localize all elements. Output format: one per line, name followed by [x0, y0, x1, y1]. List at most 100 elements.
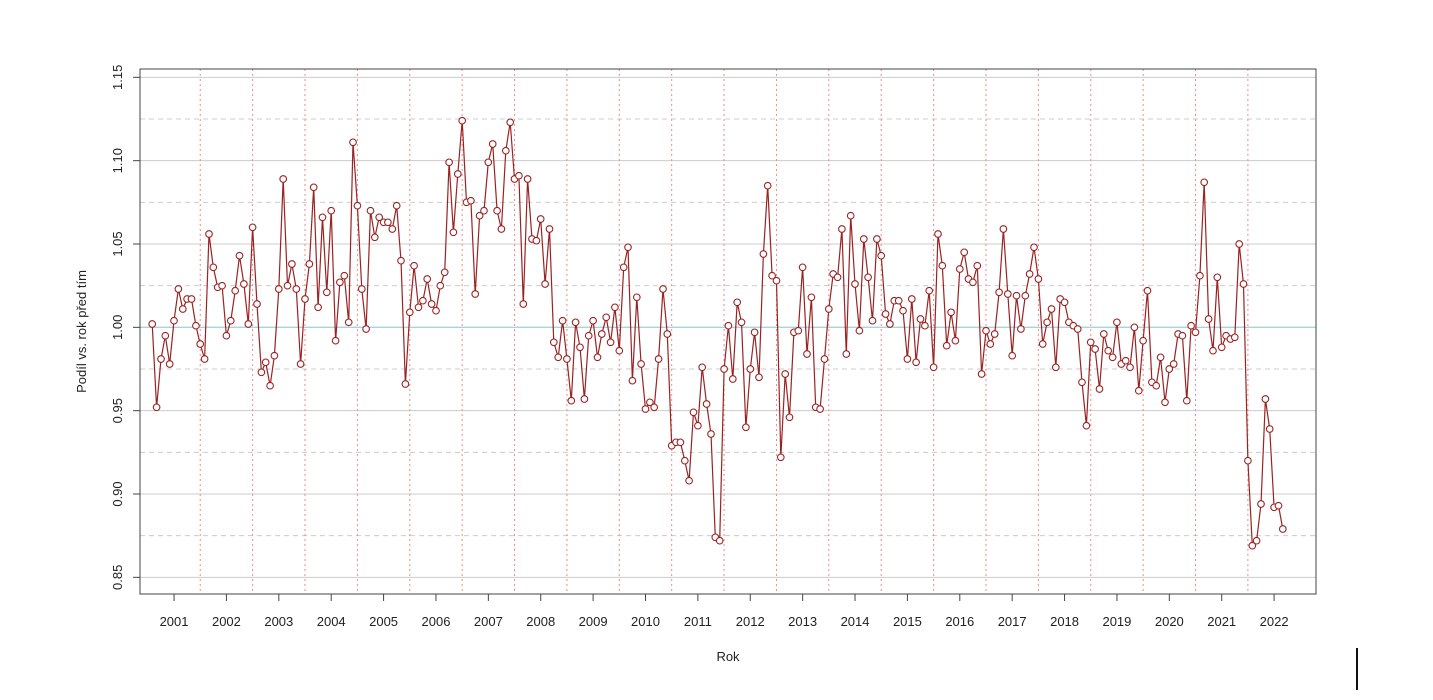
data-point — [1051, 363, 1060, 372]
data-point — [405, 308, 414, 317]
data-point — [1082, 421, 1091, 430]
x-tick-label: 2012 — [736, 614, 765, 629]
data-point — [305, 260, 314, 268]
data-point — [397, 256, 405, 265]
data-point — [733, 298, 742, 307]
data-point — [209, 263, 218, 272]
data-point — [637, 360, 645, 368]
data-point — [873, 235, 881, 243]
data-point — [536, 215, 545, 223]
data-point — [576, 343, 584, 352]
data-point — [353, 201, 362, 210]
data-point — [1108, 353, 1117, 362]
data-point — [414, 303, 423, 312]
data-point — [977, 370, 986, 378]
data-point — [1209, 346, 1217, 355]
data-point — [646, 398, 654, 407]
data-point — [497, 225, 506, 233]
data-point — [248, 223, 257, 232]
data-point — [205, 230, 213, 238]
data-point — [680, 456, 689, 465]
data-point — [501, 146, 510, 155]
data-point — [1143, 286, 1152, 295]
data-point — [458, 116, 467, 125]
data-point — [755, 373, 763, 382]
data-point — [266, 381, 274, 390]
data-point — [270, 351, 279, 360]
data-point — [515, 171, 523, 180]
data-point — [921, 321, 929, 330]
data-point — [261, 358, 270, 367]
data-point — [532, 236, 541, 245]
data-point — [563, 355, 571, 363]
data-point — [1017, 325, 1025, 333]
data-point — [676, 438, 685, 447]
data-point — [370, 233, 379, 242]
data-point — [170, 316, 178, 325]
data-point — [274, 285, 283, 293]
data-point — [694, 421, 702, 430]
data-point — [1161, 398, 1169, 407]
data-point — [584, 331, 593, 340]
data-point — [955, 265, 964, 273]
data-point — [1165, 365, 1174, 373]
data-point — [231, 286, 240, 295]
data-point — [1043, 318, 1051, 327]
data-point — [174, 285, 183, 293]
data-point — [1104, 346, 1113, 355]
data-point — [1230, 333, 1239, 342]
data-point — [148, 320, 157, 328]
data-point — [453, 170, 462, 178]
data-point — [314, 303, 322, 312]
data-point — [362, 325, 370, 333]
data-point — [742, 423, 750, 432]
data-point — [1239, 280, 1248, 288]
data-point — [253, 300, 261, 308]
x-axis-title: Rok — [716, 649, 740, 664]
data-point — [807, 293, 816, 302]
data-point — [545, 225, 554, 233]
data-point — [724, 321, 733, 330]
data-point — [157, 355, 165, 363]
data-point — [1139, 336, 1147, 345]
data-point — [484, 158, 493, 167]
data-point — [523, 175, 532, 183]
data-point — [1086, 338, 1095, 347]
data-point — [392, 201, 401, 210]
data-point — [1060, 298, 1069, 307]
data-point — [1095, 385, 1104, 393]
data-point — [432, 306, 440, 315]
y-tick-label: 0.85 — [110, 565, 125, 590]
x-tick-label: 2011 — [684, 614, 712, 629]
data-point — [541, 280, 549, 288]
data-point — [654, 355, 663, 363]
data-point — [322, 288, 331, 297]
data-point — [309, 183, 318, 192]
series-line — [151, 120, 1284, 548]
data-point — [419, 296, 427, 305]
data-point — [951, 336, 960, 345]
data-point — [257, 368, 266, 377]
data-point — [986, 340, 995, 348]
x-tick-label: 2005 — [369, 614, 398, 629]
data-point — [990, 330, 999, 338]
x-tick-label: 2022 — [1260, 614, 1289, 629]
data-point — [785, 413, 794, 422]
data-point — [318, 213, 327, 222]
x-tick-label: 2020 — [1155, 614, 1184, 629]
data-point — [480, 206, 488, 215]
y-tick-label: 0.95 — [110, 398, 125, 423]
x-tick-label: 2001 — [160, 614, 189, 629]
data-point — [838, 225, 846, 233]
data-point — [842, 350, 851, 358]
y-tick-label: 1.10 — [110, 148, 125, 173]
data-point — [1003, 290, 1012, 298]
data-point — [1213, 273, 1222, 282]
data-point — [641, 405, 650, 413]
data-point — [759, 250, 768, 258]
data-point — [772, 276, 781, 285]
data-point — [1156, 353, 1165, 362]
data-point — [907, 295, 916, 303]
data-point — [471, 290, 480, 298]
data-point — [776, 453, 785, 462]
